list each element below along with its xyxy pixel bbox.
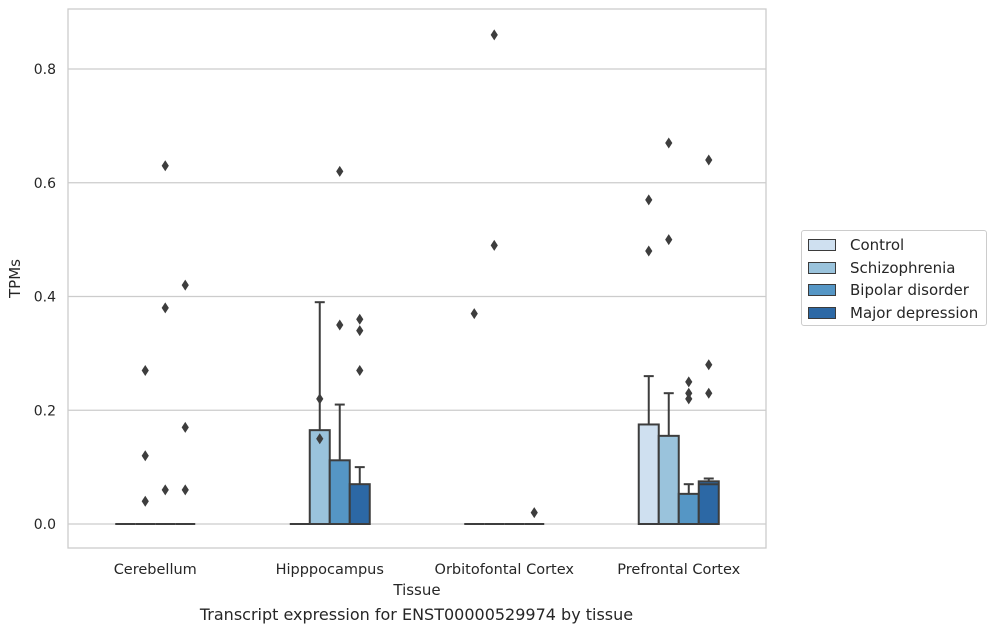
outlier-point [645, 245, 653, 257]
outlier-point [530, 507, 538, 519]
x-axis-ticks: Cerebellum Hipppocampus Orbitofontal Corte… [114, 562, 741, 578]
outlier-point [645, 194, 653, 206]
box [328, 403, 351, 525]
outlier-point [181, 279, 189, 291]
box-body [657, 434, 680, 525]
plot-frame [67, 8, 767, 549]
outlier-points [141, 29, 713, 519]
outlier-point [161, 160, 169, 172]
outlier-point [356, 325, 364, 337]
x-tick-label: Prefrontal Cortex [617, 562, 740, 578]
outlier-point [470, 308, 478, 320]
box [657, 392, 680, 525]
x-axis-label: Tissue [392, 581, 440, 599]
y-tick-label: 0.2 [34, 403, 56, 419]
box [308, 301, 331, 525]
outlier-point [181, 484, 189, 496]
outlier-point [490, 29, 498, 41]
outlier-point [665, 234, 673, 246]
legend-item: Control [808, 236, 904, 254]
box-body [308, 429, 331, 525]
outlier-point [356, 364, 364, 376]
y-axis-label: TPMs [6, 259, 24, 299]
outlier-point [141, 364, 149, 376]
outlier-point [316, 393, 324, 405]
legend-item: Bipolar disorder [808, 281, 969, 299]
x-tick-label: Hipppocampus [276, 562, 384, 578]
legend-label: Bipolar disorder [850, 281, 969, 299]
outlier-point [705, 154, 713, 166]
box [697, 477, 720, 525]
legend-label: Control [850, 236, 905, 254]
box-body [677, 492, 700, 526]
legend-swatch [808, 239, 836, 251]
x-tick-label: Orbitofontal Cortex [435, 562, 575, 578]
y-tick-label: 0.4 [34, 290, 56, 306]
outlier-point [141, 450, 149, 462]
outlier-point [665, 137, 673, 149]
legend-swatch [808, 284, 836, 296]
outlier-point [181, 421, 189, 433]
outlier-point [316, 433, 324, 445]
outlier-point [685, 376, 693, 388]
y-tick-label: 0.6 [34, 176, 56, 192]
outlier-point [705, 359, 713, 371]
legend-swatch [808, 261, 836, 274]
outlier-point [685, 387, 693, 399]
outlier-point [356, 313, 364, 325]
legend-item: Schizophrenia [808, 259, 955, 277]
outlier-point [685, 393, 693, 405]
x-tick-label: Cerebellum [114, 562, 197, 578]
outlier-point [336, 319, 344, 331]
outlier-point [141, 495, 149, 507]
legend-item: Major depression [808, 304, 978, 322]
box-body [637, 423, 660, 525]
y-tick-label: 0.0 [34, 517, 56, 533]
box-body [348, 483, 371, 525]
y-axis-ticks: 0.0 0.2 0.4 0.6 0.8 [34, 62, 56, 533]
box [348, 466, 371, 525]
box-body [697, 480, 720, 525]
box-body [328, 459, 351, 525]
legend-label: Schizophrenia [850, 258, 956, 277]
outlier-point [161, 484, 169, 496]
legend-label: Major depression [850, 303, 979, 322]
outlier-point [161, 302, 169, 314]
box [637, 375, 660, 525]
outlier-point [490, 239, 498, 251]
y-tick-label: 0.8 [34, 62, 56, 78]
outlier-point [336, 165, 344, 177]
legend-swatch [808, 306, 836, 319]
box-series [115, 301, 720, 526]
box [677, 483, 700, 526]
figure-caption: Transcript expression for ENST0000052997… [199, 605, 634, 624]
outlier-point [705, 387, 713, 399]
legend: Control Schizophrenia Bipolar disorder Majo… [801, 230, 987, 326]
